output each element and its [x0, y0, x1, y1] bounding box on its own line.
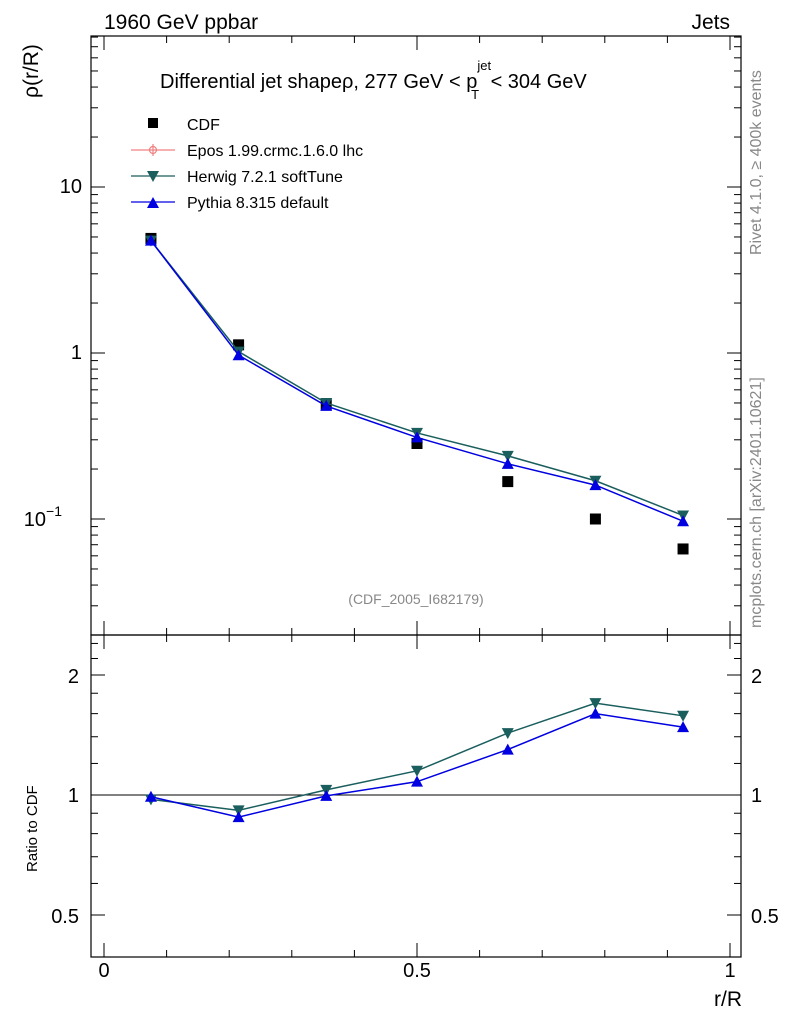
ratio-y-tick-left-2: 2	[68, 666, 79, 688]
ratio-y-label: Ratio to CDF	[24, 785, 41, 872]
herwig-point	[501, 450, 514, 462]
ratio-y-tick-right-1: 1	[751, 785, 762, 807]
x-axis-label: r/R	[714, 988, 742, 1011]
pythia-point	[411, 775, 423, 787]
main-y-ticks	[91, 36, 741, 607]
pythia-point	[144, 234, 157, 246]
ratio-y-ticks	[91, 642, 741, 916]
main-panel: Differential jet shapeρ, 277 GeV < pjet T…	[20, 35, 742, 636]
pythia-point	[501, 743, 514, 755]
ratio-frame	[90, 634, 742, 958]
rivet-label: Rivet 4.1.0, ≥ 400k events	[748, 70, 765, 255]
legend-cdf-marker	[148, 118, 158, 128]
legend-epos-label: Epos 1.99.crmc.1.6.0 lhc	[187, 143, 363, 160]
pythia-point	[411, 431, 423, 443]
ratio-panel: Ratio to CDF 2 1 0.5 2 1 0.5	[24, 634, 779, 958]
title-sub: T	[471, 87, 479, 102]
pythia-point	[232, 349, 245, 361]
pythia-point	[320, 789, 333, 801]
y-tick-label-1: 1	[71, 342, 82, 364]
ratio-y-tick-right-2: 2	[751, 666, 762, 688]
pythia-point	[677, 721, 690, 733]
herwig-point	[501, 728, 514, 740]
ratio-y-tick-left-0.5: 0.5	[51, 906, 79, 928]
pythia-line	[150, 240, 684, 522]
herwig-line	[150, 702, 684, 812]
y-tick-label-0.1-base: 10	[24, 509, 46, 531]
herwig-point	[589, 698, 602, 710]
legend-pythia-marker	[147, 197, 159, 208]
cdf-point	[411, 437, 423, 449]
pythia-point	[501, 457, 514, 469]
main-series	[144, 232, 690, 555]
pythia-point	[232, 811, 245, 823]
title-sup: jet	[476, 58, 491, 73]
cdf-point	[589, 513, 601, 525]
pythia-point	[589, 707, 602, 719]
ratio-y-tick-right-0.5: 0.5	[751, 906, 779, 928]
pythia-point	[144, 790, 157, 802]
pythia-point	[589, 479, 602, 491]
herwig-point	[677, 710, 690, 722]
x-tick-label-0: 0	[98, 960, 109, 982]
x-tick-label-1: 1	[724, 960, 735, 982]
cdf-point	[677, 543, 689, 555]
x-tick-label-0.5: 0.5	[403, 960, 431, 982]
legend-herwig-marker	[147, 171, 159, 182]
y-tick-label-10: 10	[60, 176, 82, 198]
ratio-x-ticks	[103, 635, 731, 957]
ratio-y-tick-left-1: 1	[68, 785, 79, 807]
y-tick-label-0.1: 10−1	[24, 503, 62, 531]
herwig-point	[232, 805, 245, 817]
legend-epos-marker	[148, 144, 158, 156]
ratio-series	[144, 698, 690, 823]
cdf-point	[233, 339, 245, 351]
process-label: Jets	[691, 11, 730, 34]
title-main: Differential jet shapeρ, 277 GeV < p	[160, 71, 477, 93]
main-y-label: ρ(r/R)	[20, 44, 43, 98]
legend: CDF Epos 1.99.crmc.1.6.0 lhc Herwig 7.2.…	[131, 117, 363, 212]
legend-herwig-label: Herwig 7.2.1 softTune	[187, 169, 343, 186]
main-x-ticks	[103, 36, 731, 635]
title-tail: < 304 GeV	[485, 71, 587, 93]
herwig-point	[411, 765, 423, 777]
herwig-line	[150, 240, 684, 517]
mcplots-label: mcplots.cern.ch [arXiv:2401.10621]	[748, 377, 765, 628]
legend-pythia-label: Pythia 8.315 default	[187, 195, 329, 212]
chart-title: Differential jet shapeρ, 277 GeV < pjet T…	[160, 58, 587, 102]
legend-cdf-label: CDF	[187, 117, 220, 134]
y-tick-label-0.1-exp: −1	[46, 503, 62, 519]
pythia-line	[150, 712, 684, 818]
cdf-point	[502, 476, 514, 488]
energy-label: 1960 GeV ppbar	[104, 11, 258, 34]
pythia-point	[320, 399, 333, 411]
pythia-point	[677, 515, 690, 527]
analysis-watermark: (CDF_2005_I682179)	[348, 591, 483, 607]
